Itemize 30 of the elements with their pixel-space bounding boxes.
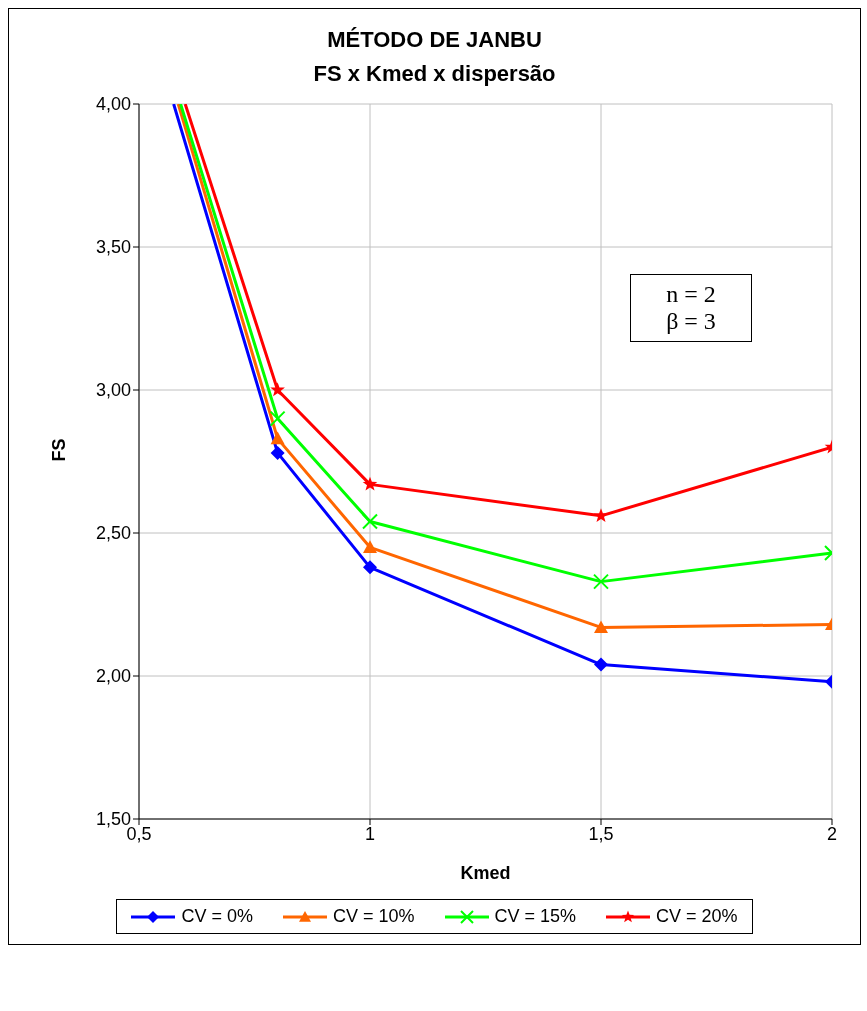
point [594,657,608,672]
legend-label: CV = 20% [656,906,738,927]
point [363,540,377,553]
point [362,513,378,530]
point [269,410,286,427]
point [363,560,377,575]
y-axis-title: FS [49,438,70,462]
point [270,445,285,460]
x-axis-title: Kmed [460,863,511,883]
y-tick-label: 2,50 [95,523,131,544]
y-tick-label: 2,00 [95,666,131,687]
parameter-box: n = 2 β = 3 [630,274,752,342]
y-tick-label: 4,00 [95,94,131,115]
point [593,573,609,590]
x-tick-label: 2 [826,823,838,844]
annotation: n = 2 [665,281,717,308]
x-tick-label: 1,5 [588,823,614,844]
y-tick-label: 3,00 [95,380,131,401]
y-tick-label: 3,50 [95,237,131,258]
point [270,382,285,397]
legend-label: CV = 10% [332,906,415,927]
legend-label: CV = 15% [494,906,577,927]
x-tick-label: 1 [364,823,376,844]
chart-title: MÉTODO DE JANBU [326,26,543,54]
legend-label: CV = 0% [181,906,253,927]
point [362,476,378,491]
point [270,431,285,445]
chart-subtitle: FS x Kmed x dispersão [312,60,557,88]
annotation: β = 3 [665,308,717,335]
point [594,620,608,633]
